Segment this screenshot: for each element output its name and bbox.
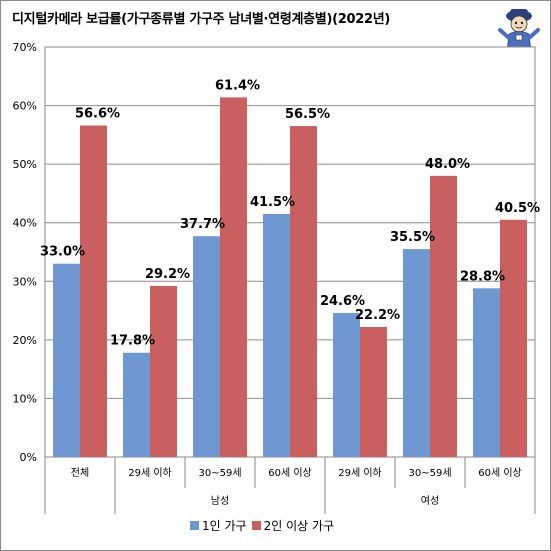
y-tick-label: 30%: [13, 275, 37, 288]
x-category-label: 29세 이하: [338, 466, 382, 479]
data-label-series-2: 29.2%: [145, 267, 190, 282]
bar-series-2: [430, 175, 457, 457]
y-tick-label: 0%: [20, 451, 37, 464]
legend-swatch-series-1: [190, 521, 199, 530]
data-label-series-2: 22.2%: [355, 308, 400, 323]
y-tick-label: 40%: [13, 217, 37, 230]
y-tick-label: 10%: [13, 392, 37, 405]
y-tick-label: 50%: [13, 158, 37, 171]
x-category-label: 30~59세: [408, 467, 451, 479]
data-label-series-1: 37.7%: [180, 217, 225, 232]
data-label-series-2: 61.4%: [215, 78, 260, 93]
x-category-label: 60세 이상: [268, 467, 312, 479]
x-group-label: 여성: [421, 495, 439, 507]
data-label-series-1: 17.8%: [110, 334, 155, 349]
x-group-label: 남성: [211, 495, 229, 507]
bar-series-1: [473, 288, 500, 457]
x-category-label: 전체: [71, 467, 89, 479]
bar-series-1: [123, 352, 150, 457]
legend-swatch-series-2: [251, 521, 261, 530]
legend: 1인 가구 2인 이상 가구: [190, 517, 334, 534]
x-category-label: 30~59세: [198, 467, 241, 479]
bar-series-2: [500, 219, 527, 457]
x-category-label: 29세 이하: [128, 466, 172, 479]
bar-series-1: [193, 236, 220, 457]
data-label-series-2: 40.5%: [495, 201, 540, 216]
bar-series-1: [53, 263, 80, 457]
bar-series-2: [360, 326, 387, 457]
x-category-label: 60세 이상: [478, 467, 522, 479]
y-tick-label: 70%: [13, 41, 37, 54]
data-label-series-2: 56.5%: [285, 107, 330, 122]
bar-series-2: [220, 97, 247, 457]
y-tick-label: 20%: [13, 334, 37, 347]
bar-series-1: [403, 249, 430, 457]
data-label-series-1: 33.0%: [40, 245, 85, 260]
data-label-series-2: 56.6%: [75, 106, 120, 121]
data-label-series-1: 28.8%: [460, 269, 505, 284]
bar-series-2: [290, 126, 317, 458]
bar-series-2: [80, 125, 107, 457]
bar-series-1: [333, 312, 360, 457]
legend-label-series-2: 2인 이상 가구: [263, 519, 335, 533]
bar-series-1: [263, 213, 290, 457]
chart-title: 디지털카메라 보급률(가구종류별 가구주 남녀별·연령계층별)(2022년): [12, 12, 391, 27]
bar-series-2: [150, 285, 177, 457]
y-tick-label: 60%: [13, 100, 37, 113]
data-label-series-1: 41.5%: [250, 195, 295, 210]
data-label-series-1: 24.6%: [320, 294, 365, 309]
legend-label-series-1: 1인 가구: [202, 519, 247, 533]
data-label-series-1: 35.5%: [390, 230, 435, 245]
data-label-series-2: 48.0%: [425, 157, 470, 172]
